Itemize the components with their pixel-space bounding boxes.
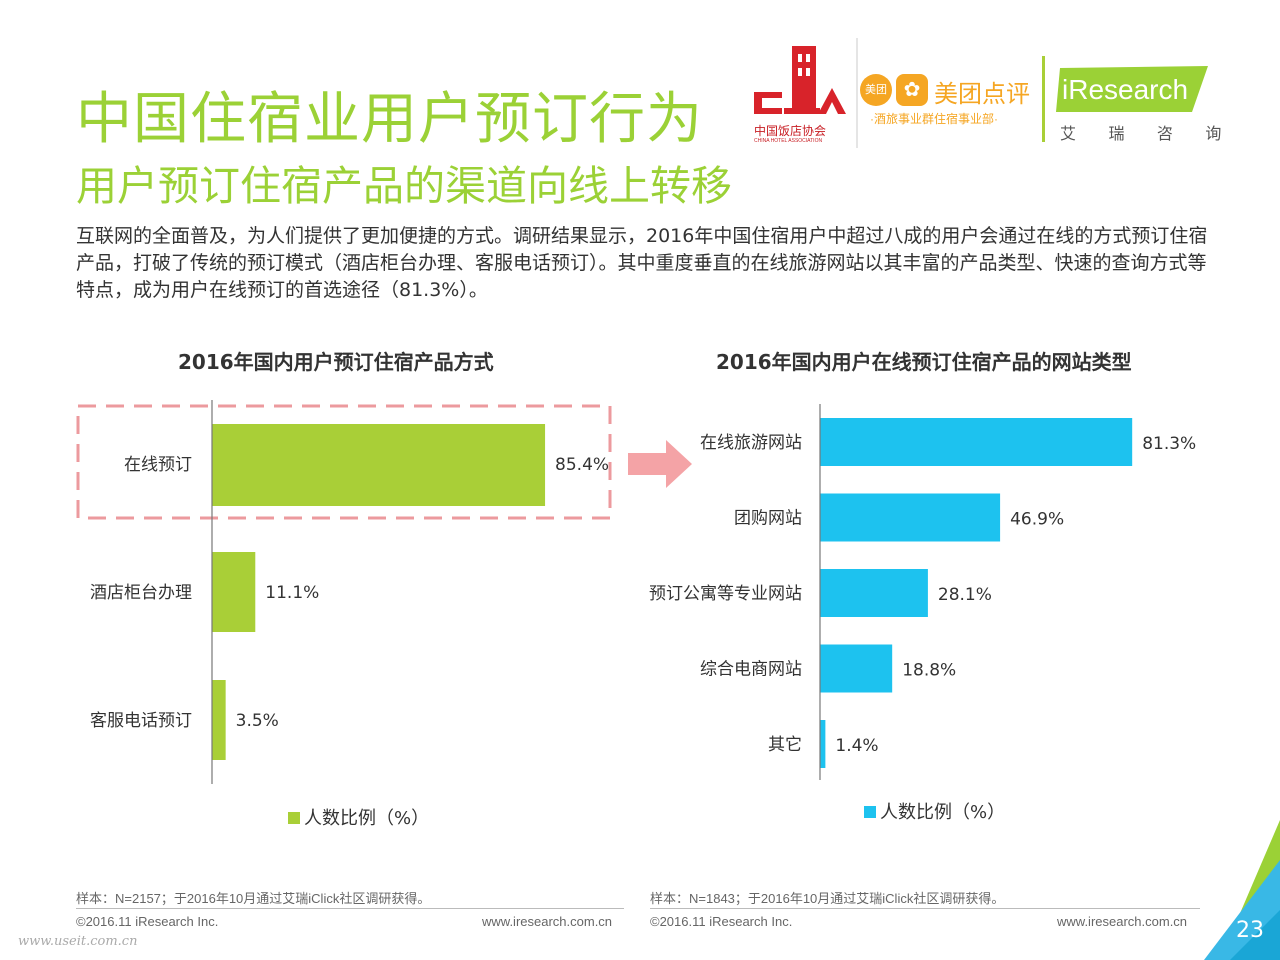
page-subtitle: 用户预订住宿产品的渠道向线上转移 xyxy=(76,162,732,210)
watermark: www.useit.com.cn xyxy=(18,934,138,949)
category-label: 综合电商网站 xyxy=(700,660,802,680)
bar-4 xyxy=(820,720,826,768)
value-label: 18.8% xyxy=(902,661,956,681)
value-label: 3.5% xyxy=(236,711,279,731)
category-label: 团购网站 xyxy=(734,509,802,529)
page-title: 中国住宿业用户预订行为 xyxy=(76,87,703,152)
right-chart: 在线旅游网站 81.3% 团购网站 46.9% 预订公寓等专业网站 28.1% 综合电商网站… xyxy=(649,404,1196,780)
meituan-logo: 美团 ✿ 美团点评 ·酒旅事业群住宿事业部· xyxy=(860,72,1040,132)
right-chart-title: 2016年国内用户在线预订住宿产品的网站类型 xyxy=(716,350,1132,374)
logo-divider xyxy=(1042,56,1045,142)
value-label: 46.9% xyxy=(1010,510,1064,530)
footer-divider xyxy=(650,908,1200,909)
highlight-box xyxy=(76,404,612,520)
cha-name: 中国饭店协会 xyxy=(754,124,827,138)
right-copyright: ©2016.11 iResearch Inc. xyxy=(650,914,793,929)
category-label: 在线预订 xyxy=(124,455,192,475)
description-text: 互联网的全面普及，为人们提供了更加便捷的方式。调研结果显示，2016年中国住宿用… xyxy=(76,225,1208,301)
value-label: 28.1% xyxy=(938,585,992,605)
iresearch-banner xyxy=(1056,66,1208,112)
bar-0 xyxy=(820,418,1133,466)
category-label: 酒店柜台办理 xyxy=(90,583,192,603)
right-sample-note: 样本：N=1843；于2016年10月通过艾瑞iClick社区调研获得。 xyxy=(650,891,1005,906)
page-number: 23 xyxy=(1236,918,1264,943)
bar-0 xyxy=(212,424,546,506)
iresearch-logo: iResearch 艾 瑞 咨 询 xyxy=(1056,66,1221,146)
footer-divider xyxy=(76,908,624,909)
value-label: 81.3% xyxy=(1142,434,1196,454)
logo-divider xyxy=(856,38,858,148)
left-sample-note: 样本：N=2157；于2016年10月通过艾瑞iClick社区调研获得。 xyxy=(76,891,431,906)
bar-3 xyxy=(820,644,893,693)
category-label: 客服电话预订 xyxy=(90,711,192,731)
bar-2 xyxy=(820,569,928,617)
dianping-icon: ✿ xyxy=(896,74,928,106)
right-legend: 人数比例（%） xyxy=(864,798,1005,824)
iresearch-cn: 艾 瑞 咨 询 xyxy=(1060,126,1236,143)
left-legend: 人数比例（%） xyxy=(288,804,429,830)
cha-logo: 中国饭店协会 CHINA HOTEL ASSOCIATION xyxy=(752,42,852,146)
left-website: www.iresearch.com.cn xyxy=(482,914,613,929)
left-legend-swatch xyxy=(288,812,300,824)
bar-2 xyxy=(212,680,226,760)
bar-1 xyxy=(820,493,1001,542)
meituan-name: 美团点评 xyxy=(934,81,1030,108)
category-label: 预订公寓等专业网站 xyxy=(649,584,802,604)
meituan-badge: 美团 xyxy=(860,74,892,106)
value-label: 11.1% xyxy=(265,583,319,603)
cha-english: CHINA HOTEL ASSOCIATION xyxy=(754,138,823,144)
category-label: 在线旅游网站 xyxy=(700,433,802,453)
arrow-icon xyxy=(628,440,692,488)
right-legend-swatch xyxy=(864,806,876,818)
left-copyright: ©2016.11 iResearch Inc. xyxy=(76,914,219,929)
left-legend-label: 人数比例（%） xyxy=(304,808,430,829)
left-chart-title: 2016年国内用户预订住宿产品方式 xyxy=(178,350,494,374)
right-legend-label: 人数比例（%） xyxy=(880,802,1006,823)
category-label: 其它 xyxy=(768,735,802,755)
corner-decoration xyxy=(1204,820,1280,960)
right-website: www.iresearch.com.cn xyxy=(1057,914,1188,929)
left-chart: 在线预订 85.4% 酒店柜台办理 11.1% 客服电话预订 3.5% xyxy=(76,400,612,784)
value-label: 1.4% xyxy=(835,736,878,756)
iresearch-name: iResearch xyxy=(1062,74,1189,105)
value-label: 85.4% xyxy=(555,455,609,475)
meituan-dept: ·酒旅事业群住宿事业部· xyxy=(870,112,998,126)
cha-logo-mark xyxy=(754,46,846,114)
bar-1 xyxy=(212,552,256,632)
